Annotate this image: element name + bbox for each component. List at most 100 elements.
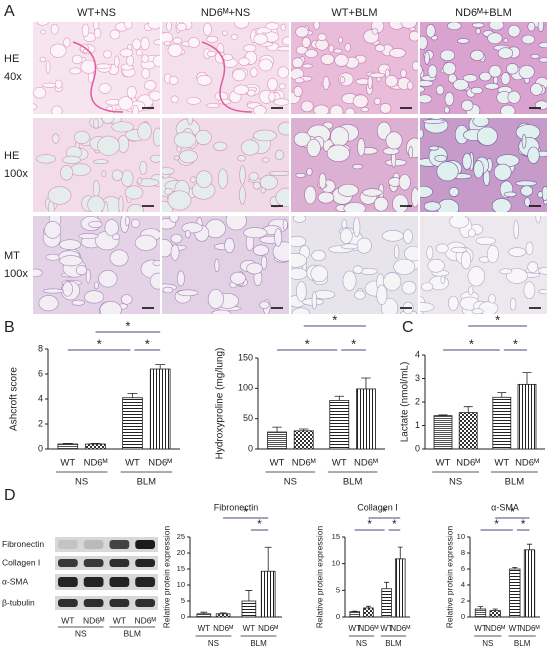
alveolus: [471, 22, 485, 28]
significance-label: *: [469, 336, 474, 351]
alveolus: [392, 194, 409, 212]
alveolus: [132, 104, 139, 114]
alveolus: [448, 187, 459, 197]
alveolus: [94, 28, 102, 39]
alveolus: [343, 202, 366, 212]
alveolus: [214, 258, 220, 273]
y-tick-label: 10: [457, 532, 465, 541]
error-bar: [298, 428, 309, 431]
y-tick-label: 3: [415, 373, 420, 383]
alveolus: [196, 74, 212, 86]
significance-label: *: [332, 312, 337, 327]
alveolus: [394, 244, 400, 259]
alveolus: [62, 281, 73, 297]
alveolus: [206, 103, 221, 108]
y-tick-label: 10: [177, 580, 185, 589]
x-tick-label: WT: [125, 458, 140, 469]
x-tick-label: WT: [509, 624, 522, 633]
chart-title: Fibronectin: [214, 502, 259, 512]
alveolus: [527, 146, 540, 164]
x-tick-label: ND6ᴹ: [519, 624, 539, 633]
alveolus: [213, 141, 228, 152]
alveolus: [436, 198, 460, 212]
alveolus: [84, 290, 105, 304]
airway: [72, 41, 124, 113]
lane-label: ND6ᴹ: [83, 615, 105, 625]
alveolus: [78, 233, 99, 239]
alveolus: [111, 121, 134, 133]
alveolus: [291, 252, 307, 268]
alveolus: [462, 153, 472, 170]
alveolus: [136, 178, 160, 187]
alveolus: [139, 160, 148, 175]
alveolus: [291, 307, 311, 314]
group-label: NS: [284, 477, 297, 488]
blot-band: [135, 577, 155, 587]
alveolus: [88, 220, 103, 228]
x-tick-label: WT: [198, 624, 211, 633]
alveolus: [275, 149, 284, 161]
alveolus: [357, 138, 366, 157]
alveolus: [442, 62, 457, 75]
alveolus: [537, 22, 544, 32]
alveolus: [118, 195, 124, 212]
panel-label: A: [4, 3, 15, 20]
alveolus: [467, 266, 485, 287]
alveolus: [295, 26, 309, 38]
bar: [241, 600, 257, 618]
alveolus: [124, 216, 130, 227]
error-bar: [397, 546, 403, 559]
alveolus: [54, 79, 63, 89]
y-tick-label: 0: [248, 443, 253, 453]
group-label: BLM: [250, 639, 267, 648]
alveolus: [484, 83, 500, 90]
alveolus: [515, 180, 537, 187]
alveolus: [176, 22, 187, 31]
alveolus: [503, 37, 509, 43]
chart-title: Collagen I: [357, 502, 398, 512]
y-tick-label: 6: [38, 368, 43, 378]
bar: [433, 415, 453, 450]
alveolus: [195, 170, 213, 188]
alveolus: [126, 85, 137, 99]
alveolus: [75, 265, 88, 276]
alveolus: [261, 157, 270, 163]
alveolus: [427, 64, 438, 79]
alveolus: [141, 68, 151, 79]
alveolus: [461, 99, 474, 112]
micrograph: [162, 216, 289, 314]
error-bar: [127, 392, 138, 398]
y-tick-label: 0: [415, 443, 420, 453]
alveolus: [253, 129, 277, 142]
significance-label: *: [513, 336, 518, 351]
micrograph: [420, 22, 547, 114]
alveolus: [118, 96, 133, 111]
alveolus: [97, 135, 120, 156]
panel-label: C: [402, 319, 414, 336]
alveolus: [173, 155, 180, 161]
alveolus: [334, 54, 349, 67]
alveolus: [172, 37, 183, 44]
blot-band: [135, 540, 155, 549]
alveolus: [163, 40, 171, 46]
alveolus: [393, 258, 416, 275]
alveolus: [509, 297, 517, 311]
alveolus: [247, 89, 256, 97]
micrograph: [291, 118, 418, 212]
alveolus: [148, 90, 160, 101]
blot-label: α-SMA: [2, 576, 28, 586]
bar: [329, 400, 350, 450]
alveolus: [521, 34, 535, 45]
alveolus: [69, 67, 82, 75]
row-label: 100x: [4, 268, 28, 280]
alveolus: [144, 80, 157, 91]
y-tick-label: 4: [415, 349, 420, 359]
x-tick-label: WT: [60, 458, 75, 469]
y-tick-label: 2: [415, 396, 420, 406]
y-tick-label: 20: [177, 548, 185, 557]
bar: [260, 570, 276, 618]
alveolus: [525, 241, 534, 256]
group-label: BLM: [343, 477, 363, 488]
bar: [509, 568, 521, 618]
alveolus: [120, 294, 133, 305]
